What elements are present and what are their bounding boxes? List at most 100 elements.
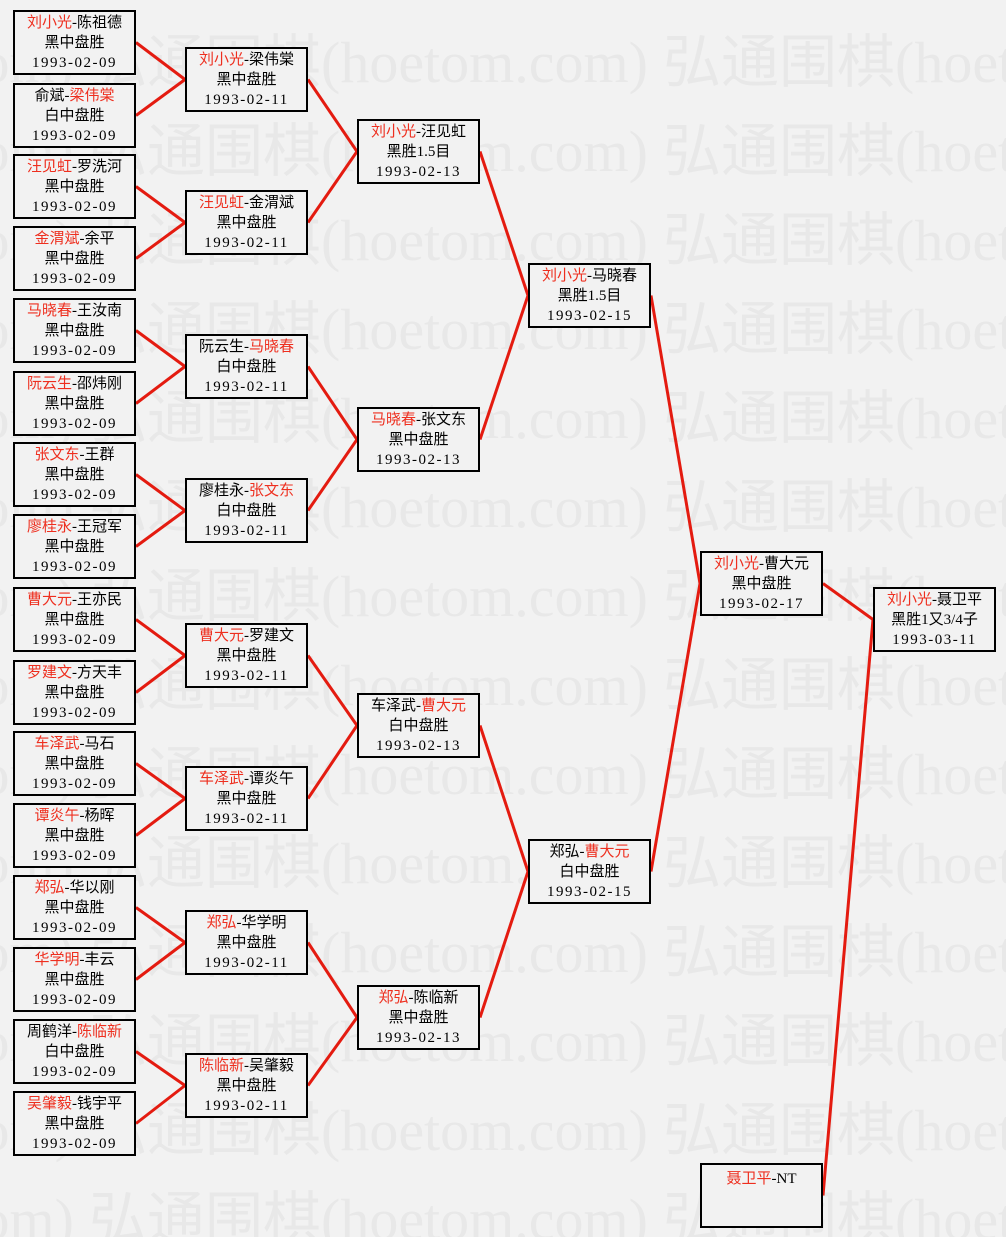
match-result: 白中盘胜 (388, 717, 449, 734)
match-players: 车泽武-曹大元 (371, 696, 466, 716)
name-separator: - (244, 51, 249, 68)
player-name: 车泽武 (370, 697, 416, 714)
match-result: 黑中盘胜 (44, 1115, 105, 1132)
match-result: 黑中盘胜 (44, 250, 105, 267)
winner-name: 张文东 (34, 446, 80, 463)
match-players: 陈临新-吴肇毅 (199, 1056, 294, 1076)
match-box-r2m7: 郑弘-华学明 黑中盘胜 1993-02-11 (185, 910, 308, 975)
match-players: 汪见虹-金渭斌 (199, 193, 294, 213)
winner-name: 曹大元 (198, 627, 244, 644)
name-separator: - (244, 338, 249, 355)
match-players: 聂卫平-NT (726, 1169, 796, 1189)
player-name: 陈祖德 (77, 14, 123, 31)
player-name: 金渭斌 (249, 194, 295, 211)
connector-line (135, 797, 186, 837)
player-name: 马晓春 (592, 267, 638, 284)
player-name: 周鹤洋 (26, 1023, 72, 1040)
connector-line (135, 221, 186, 260)
match-date: 1993-02-09 (32, 847, 117, 864)
connector-line (135, 762, 186, 800)
match-date: 1993-02-13 (376, 451, 461, 468)
player-name: 华学明 (241, 914, 287, 931)
match-box-r1m10: 罗建文-方天丰 黑中盘胜 1993-02-09 (13, 660, 136, 725)
connector-line (135, 906, 186, 944)
connector-line (135, 41, 186, 81)
match-box-r1m7: 张文东-王群 黑中盘胜 1993-02-09 (13, 442, 136, 507)
match-result: 黑中盘胜 (216, 647, 277, 664)
match-result: 黑中盘胜 (44, 755, 105, 772)
watermark-text: 弘通围棋(hoetom.com) (663, 475, 1006, 540)
match-date: 1993-02-09 (32, 991, 117, 1008)
match-result: 黑胜1.5目 (557, 287, 622, 304)
name-separator: - (72, 375, 77, 392)
match-date: 1993-02-15 (547, 307, 632, 324)
name-separator: - (416, 411, 421, 428)
winner-name: 张文东 (249, 482, 295, 499)
match-date: 1993-02-09 (32, 1063, 117, 1080)
match-box-sf1: 刘小光-马晓春 黑胜1.5目 1993-02-15 (528, 263, 651, 328)
match-date: 1993-02-11 (204, 378, 289, 395)
connector-line (478, 295, 530, 440)
watermark-text: 弘通围棋(hoetom.com) (663, 831, 1006, 896)
match-box-nt: 聂卫平-NT (700, 1163, 823, 1228)
connector-line (135, 473, 186, 512)
watermark-text: 弘通围棋(hoetom.com) (0, 1187, 74, 1237)
match-result: 黑中盘胜 (44, 34, 105, 51)
match-date: 1993-02-13 (376, 1029, 461, 1046)
connector-line (135, 185, 186, 224)
player-name: 阮云生 (198, 338, 244, 355)
match-players: 马晓春-王汝南 (27, 301, 122, 321)
name-separator: - (408, 989, 414, 1006)
winner-name: 吴肇毅 (26, 1095, 72, 1112)
name-separator: - (72, 158, 77, 175)
match-result: 白中盘胜 (216, 502, 277, 519)
connector-line (649, 295, 702, 584)
match-players: 周鹤洋-陈临新 (27, 1022, 122, 1042)
winner-name: 谭炎午 (34, 807, 80, 824)
connector-line (478, 725, 530, 872)
player-name: 曹大元 (764, 555, 810, 572)
watermark-text: 弘通围棋(hoetom.com) (663, 653, 1006, 718)
match-players: 阮云生-邵炜刚 (27, 374, 122, 394)
name-separator: - (579, 843, 585, 860)
match-box-r1m14: 华学明-丰云 黑中盘胜 1993-02-09 (13, 947, 136, 1012)
match-result: 黑中盘胜 (216, 1077, 277, 1094)
winner-name: 阮云生 (26, 375, 72, 392)
match-date: 1993-02-11 (204, 234, 289, 251)
match-result: 黑中盘胜 (44, 395, 105, 412)
match-players: 郑弘-陈临新 (378, 988, 458, 1008)
watermark-text: 弘通围棋(hoetom.com) (663, 920, 1006, 985)
name-separator: - (416, 697, 421, 714)
match-box-f1: 刘小光-曹大元 黑中盘胜 1993-02-17 (700, 551, 823, 616)
name-separator: - (236, 914, 242, 931)
connector-line (306, 78, 359, 153)
connector-line (478, 871, 530, 1018)
match-result: 白中盘胜 (44, 1043, 105, 1060)
match-box-r2m1: 刘小光-梁伟棠 黑中盘胜 1993-02-11 (185, 47, 308, 112)
player-name: 汪见虹 (421, 123, 467, 140)
winner-name: 金渭斌 (34, 230, 80, 247)
winner-name: 曹大元 (26, 591, 72, 608)
name-separator: - (64, 87, 70, 104)
match-players: 俞斌-梁伟棠 (34, 86, 114, 106)
winner-name: 马晓春 (249, 338, 295, 355)
winner-name: 曹大元 (421, 697, 467, 714)
name-separator: - (244, 194, 249, 211)
match-box-r1m5: 马晓春-王汝南 黑中盘胜 1993-02-09 (13, 298, 136, 363)
match-date: 1993-02-17 (719, 595, 804, 612)
match-date: 1993-02-09 (32, 919, 117, 936)
match-date: 1993-02-11 (204, 810, 289, 827)
player-name: 谭炎午 (249, 770, 295, 787)
player-name: 陈临新 (413, 989, 459, 1006)
connector-line (822, 582, 874, 621)
match-result: 黑中盘胜 (44, 322, 105, 339)
match-players: 曹大元-罗建文 (199, 626, 294, 646)
match-players: 刘小光-陈祖德 (27, 13, 122, 33)
match-players: 廖桂永-王冠军 (27, 517, 122, 537)
match-result: 黑中盘胜 (44, 466, 105, 483)
player-name: NT (776, 1171, 797, 1187)
connector-line (306, 654, 359, 727)
connector-line (135, 941, 186, 981)
winner-name: 汪见虹 (26, 158, 72, 175)
